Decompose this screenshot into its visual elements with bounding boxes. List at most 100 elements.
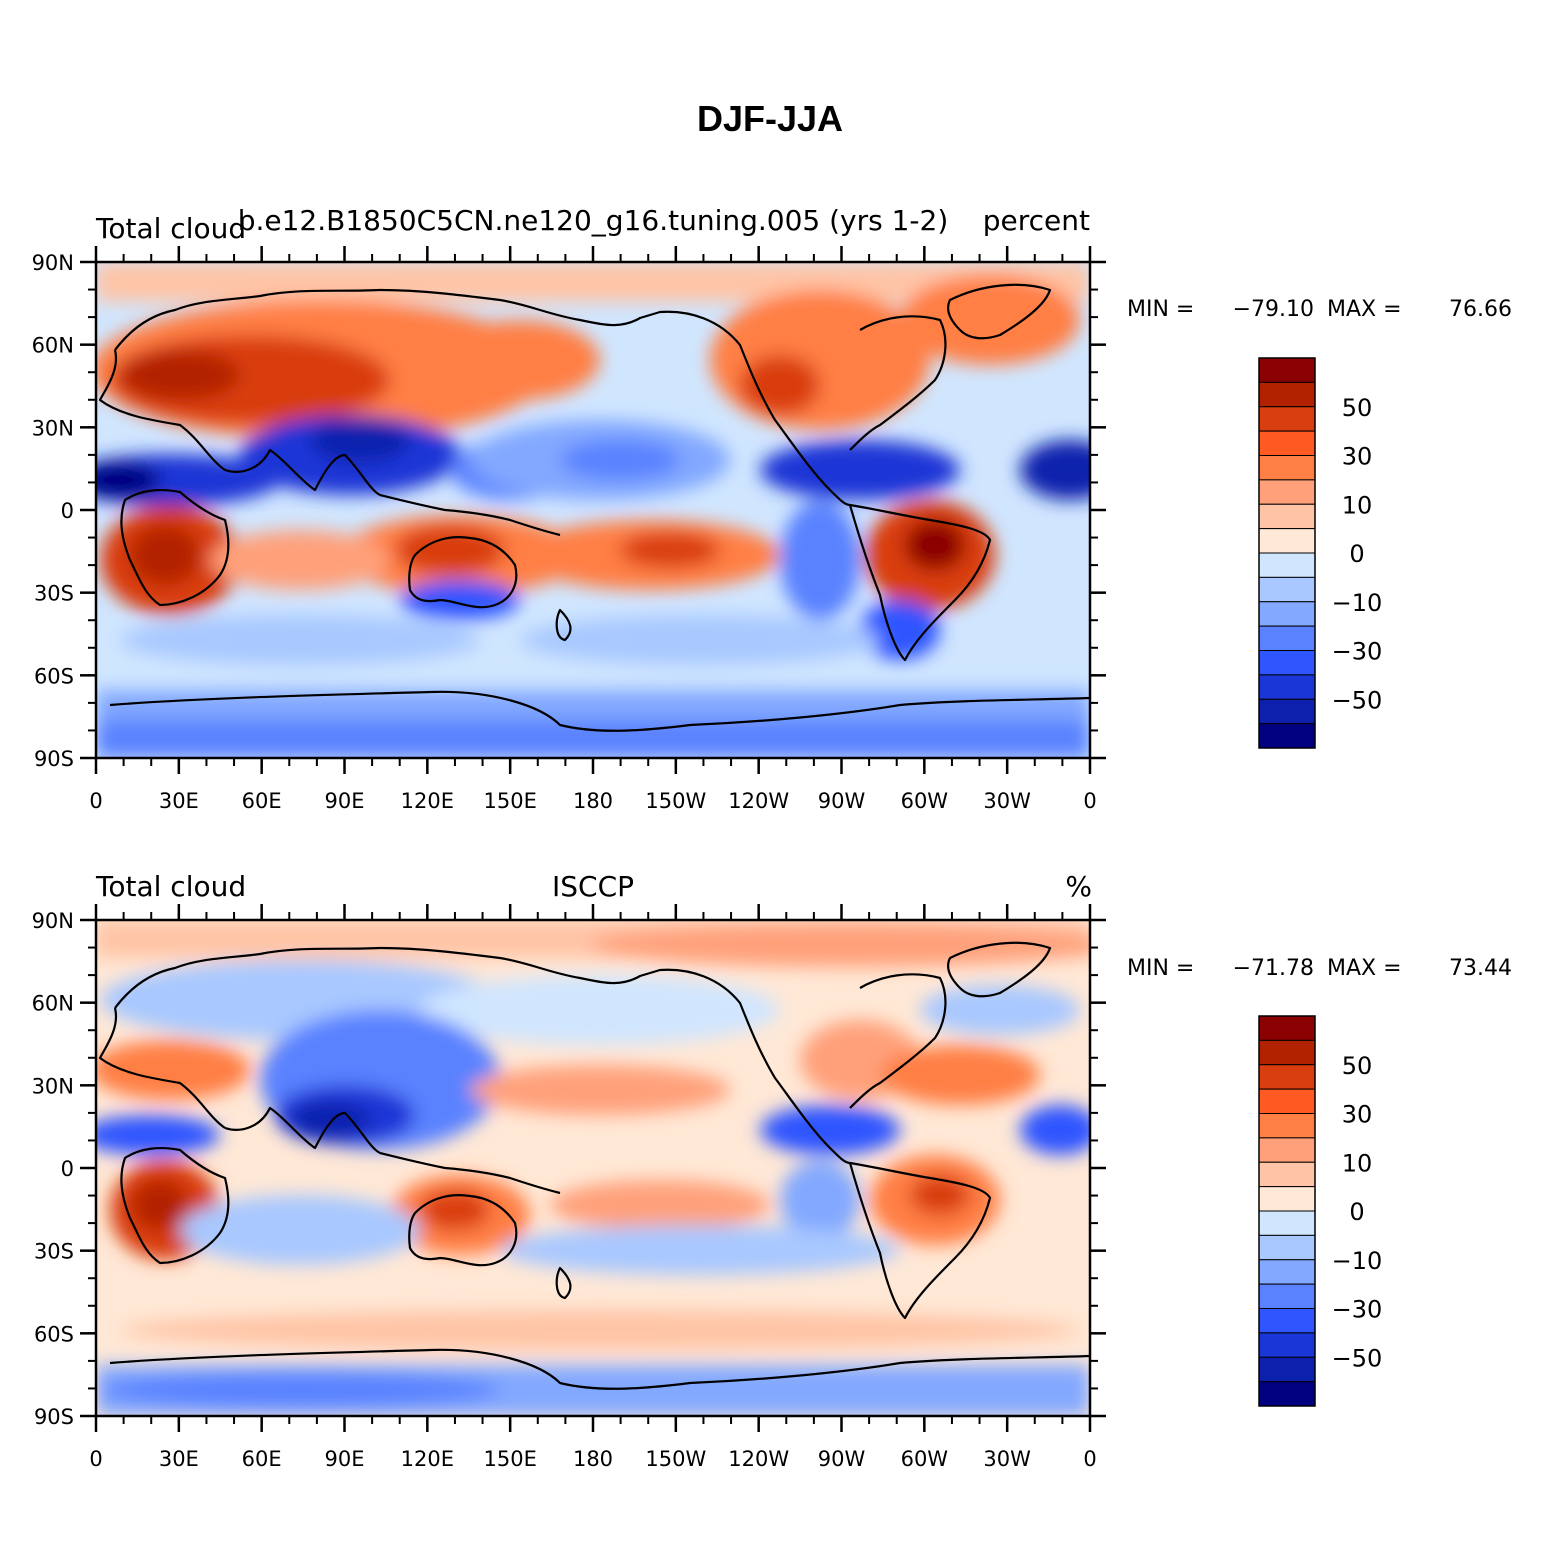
lon-tick-label: 60E (242, 1447, 282, 1471)
panel-left-title: Total cloud (95, 870, 246, 903)
colorbar-swatch (1258, 455, 1316, 481)
colorbar-swatch (1258, 406, 1316, 432)
colorbar-swatch (1258, 1381, 1316, 1407)
lat-tick-label: 0 (61, 499, 74, 523)
lon-labels: 0 30E 60E 90E 120E 150E 180 150W 120W 90W 60W 30W 0 (89, 789, 1096, 813)
colorbar-swatch (1258, 1137, 1316, 1163)
colorbar-label: 50 (1342, 394, 1373, 422)
colorbar-label: −50 (1332, 1344, 1383, 1372)
lat-tick-label: 0 (61, 1157, 74, 1181)
lon-tick-label: 30E (159, 789, 199, 813)
colorbar-swatch (1258, 1283, 1316, 1309)
map-field (96, 262, 1090, 758)
lat-tick-label: 60N (32, 334, 74, 358)
colorbar-swatch (1258, 576, 1316, 603)
lon-tick-label: 60W (901, 1447, 949, 1471)
lon-tick-label: 0 (1083, 1447, 1096, 1471)
lon-tick-label: 120W (728, 789, 789, 813)
colorbar-label: −50 (1332, 686, 1383, 714)
colorbar-label: 10 (1342, 1149, 1373, 1177)
lon-tick-label: 60E (242, 789, 282, 813)
lon-labels: 0 30E 60E 90E 120E 150E 180 150W 120W 90W 60W 30W 0 (89, 1447, 1096, 1471)
map-ticks (80, 246, 1106, 774)
colorbar-swatch (1258, 1308, 1316, 1334)
panel-right-title: percent (983, 204, 1090, 237)
colorbar-swatch (1258, 1088, 1316, 1114)
lat-labels: 90N 60N 30N 0 30S 60S 90S (32, 251, 74, 771)
colorbar-swatch (1258, 503, 1316, 530)
colorbar-label: 0 (1349, 1198, 1364, 1226)
colorbar-swatch (1258, 479, 1316, 505)
colorbar-swatch (1258, 674, 1316, 700)
lon-tick-label: 0 (89, 1447, 102, 1471)
colorbar-label: 30 (1342, 443, 1373, 471)
colorbar-swatch (1258, 1015, 1316, 1041)
panel-left-title: Total cloud (95, 212, 246, 245)
colorbar: 50 30 10 0 −10 −30 −50 (1258, 1015, 1383, 1407)
colorbar-label: −30 (1332, 638, 1383, 666)
min-label: MIN = (1127, 956, 1201, 981)
lat-tick-label: 90N (32, 909, 74, 933)
panel-right-title: % (1065, 870, 1092, 903)
lat-tick-label: 30N (32, 416, 74, 440)
lat-tick-label: 30S (34, 1240, 74, 1264)
panel-center-title: ISCCP (552, 870, 634, 903)
colorbar-frame (1258, 357, 1316, 749)
lat-tick-label: 30N (32, 1074, 74, 1098)
lon-tick-label: 0 (89, 789, 102, 813)
colorbar-swatch (1258, 1234, 1316, 1261)
colorbar-label: −30 (1332, 1296, 1383, 1324)
colorbar-label: 10 (1342, 491, 1373, 519)
colorbar-swatch (1258, 1039, 1316, 1066)
colorbar-swatch (1258, 552, 1316, 578)
colorbar-swatch (1258, 528, 1316, 554)
panel-center-title: b.e12.B1850C5CN.ne120_g16.tuning.005 (yr… (238, 204, 949, 237)
lon-tick-label: 120E (401, 1447, 454, 1471)
colorbar-swatch (1258, 357, 1316, 383)
lon-tick-label: 150E (483, 1447, 536, 1471)
colorbar: 50 30 10 0 −10 −30 −50 (1258, 357, 1383, 749)
colorbar-swatch (1258, 1332, 1316, 1358)
colorbar-swatch (1258, 601, 1316, 627)
colorbar-swatch (1258, 1113, 1316, 1139)
lat-tick-label: 30S (34, 582, 74, 606)
lon-tick-label: 90W (818, 789, 866, 813)
lat-tick-label: 60N (32, 992, 74, 1016)
map-ticks (80, 904, 1106, 1432)
max-value: 73.44 (1449, 956, 1512, 981)
min-value: −71.78 (1233, 956, 1314, 981)
lon-tick-label: 150E (483, 789, 536, 813)
map-field (96, 920, 1090, 1416)
colorbar-swatch (1258, 1161, 1316, 1188)
lon-tick-label: 150W (645, 789, 706, 813)
lon-tick-label: 30W (983, 789, 1031, 813)
colorbar-swatch (1258, 650, 1316, 676)
colorbar-label: −10 (1332, 1247, 1383, 1275)
lat-tick-label: 90N (32, 251, 74, 275)
lon-tick-label: 150W (645, 1447, 706, 1471)
colorbar-swatch (1258, 723, 1316, 749)
lat-tick-label: 90S (34, 1405, 74, 1429)
lat-tick-label: 60S (34, 1322, 74, 1346)
max-value: 76.66 (1449, 297, 1512, 322)
min-label: MIN = (1127, 297, 1201, 322)
lon-tick-label: 90W (818, 1447, 866, 1471)
lat-tick-label: 90S (34, 747, 74, 771)
colorbar-label: 0 (1349, 540, 1364, 568)
colorbar-frame (1258, 1015, 1316, 1407)
colorbar-swatch (1258, 1210, 1316, 1236)
lat-tick-label: 60S (34, 664, 74, 688)
min-value: −79.10 (1233, 297, 1314, 322)
max-label: MAX = (1327, 297, 1409, 322)
map-panel-model: Total cloud b.e12.B1850C5CN.ne120_g16.tu… (32, 204, 1512, 813)
figure-title: DJF-JJA (697, 98, 843, 139)
lon-tick-label: 30W (983, 1447, 1031, 1471)
colorbar-swatch (1258, 1356, 1316, 1383)
lon-tick-label: 180 (573, 1447, 613, 1471)
colorbar-swatch (1258, 698, 1316, 725)
colorbar-swatch (1258, 1186, 1316, 1212)
lon-tick-label: 120E (401, 789, 454, 813)
coastline (98, 283, 1090, 732)
max-label: MAX = (1327, 956, 1409, 981)
